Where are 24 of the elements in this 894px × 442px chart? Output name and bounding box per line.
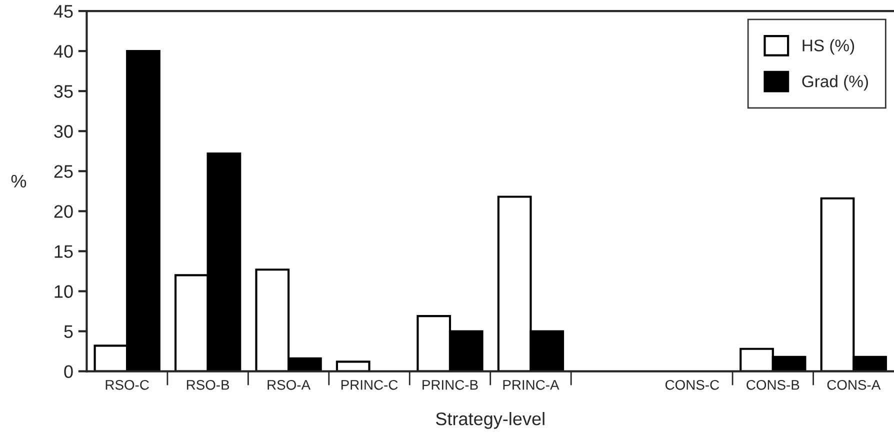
x-tick-label: PRINC-C: [341, 380, 398, 390]
y-tick-label: 0: [64, 365, 73, 378]
y-tick-label: 45: [54, 5, 73, 18]
bar: [336, 360, 370, 372]
legend-label: HS (%): [802, 39, 854, 55]
x-tick-label: PRINC-A: [503, 380, 560, 390]
y-tick-label: 15: [54, 245, 73, 258]
x-tick-label: RSO-A: [268, 380, 311, 390]
y-tick-label: 30: [54, 125, 73, 138]
y-tick-label: 40: [54, 45, 73, 58]
x-tick-label: CONS-C: [665, 380, 720, 390]
x-tick-label: CONS-A: [827, 380, 881, 390]
y-tick-label: 35: [54, 85, 73, 98]
y-tick-label: 5: [64, 325, 73, 338]
y-tick-label: 20: [54, 205, 73, 218]
x-tick-label: RSO-C: [106, 380, 149, 390]
y-tick-label: 25: [54, 165, 73, 178]
y-axis-title: %: [11, 174, 26, 188]
x-tick-label: PRINC-B: [422, 380, 478, 390]
x-axis-title: Strategy-level: [436, 412, 544, 429]
x-tick-label: RSO-B: [186, 380, 230, 390]
legend-label: Grad (%): [802, 75, 868, 91]
y-tick-label: 10: [54, 285, 73, 298]
x-tick-label: CONS-B: [746, 380, 800, 390]
